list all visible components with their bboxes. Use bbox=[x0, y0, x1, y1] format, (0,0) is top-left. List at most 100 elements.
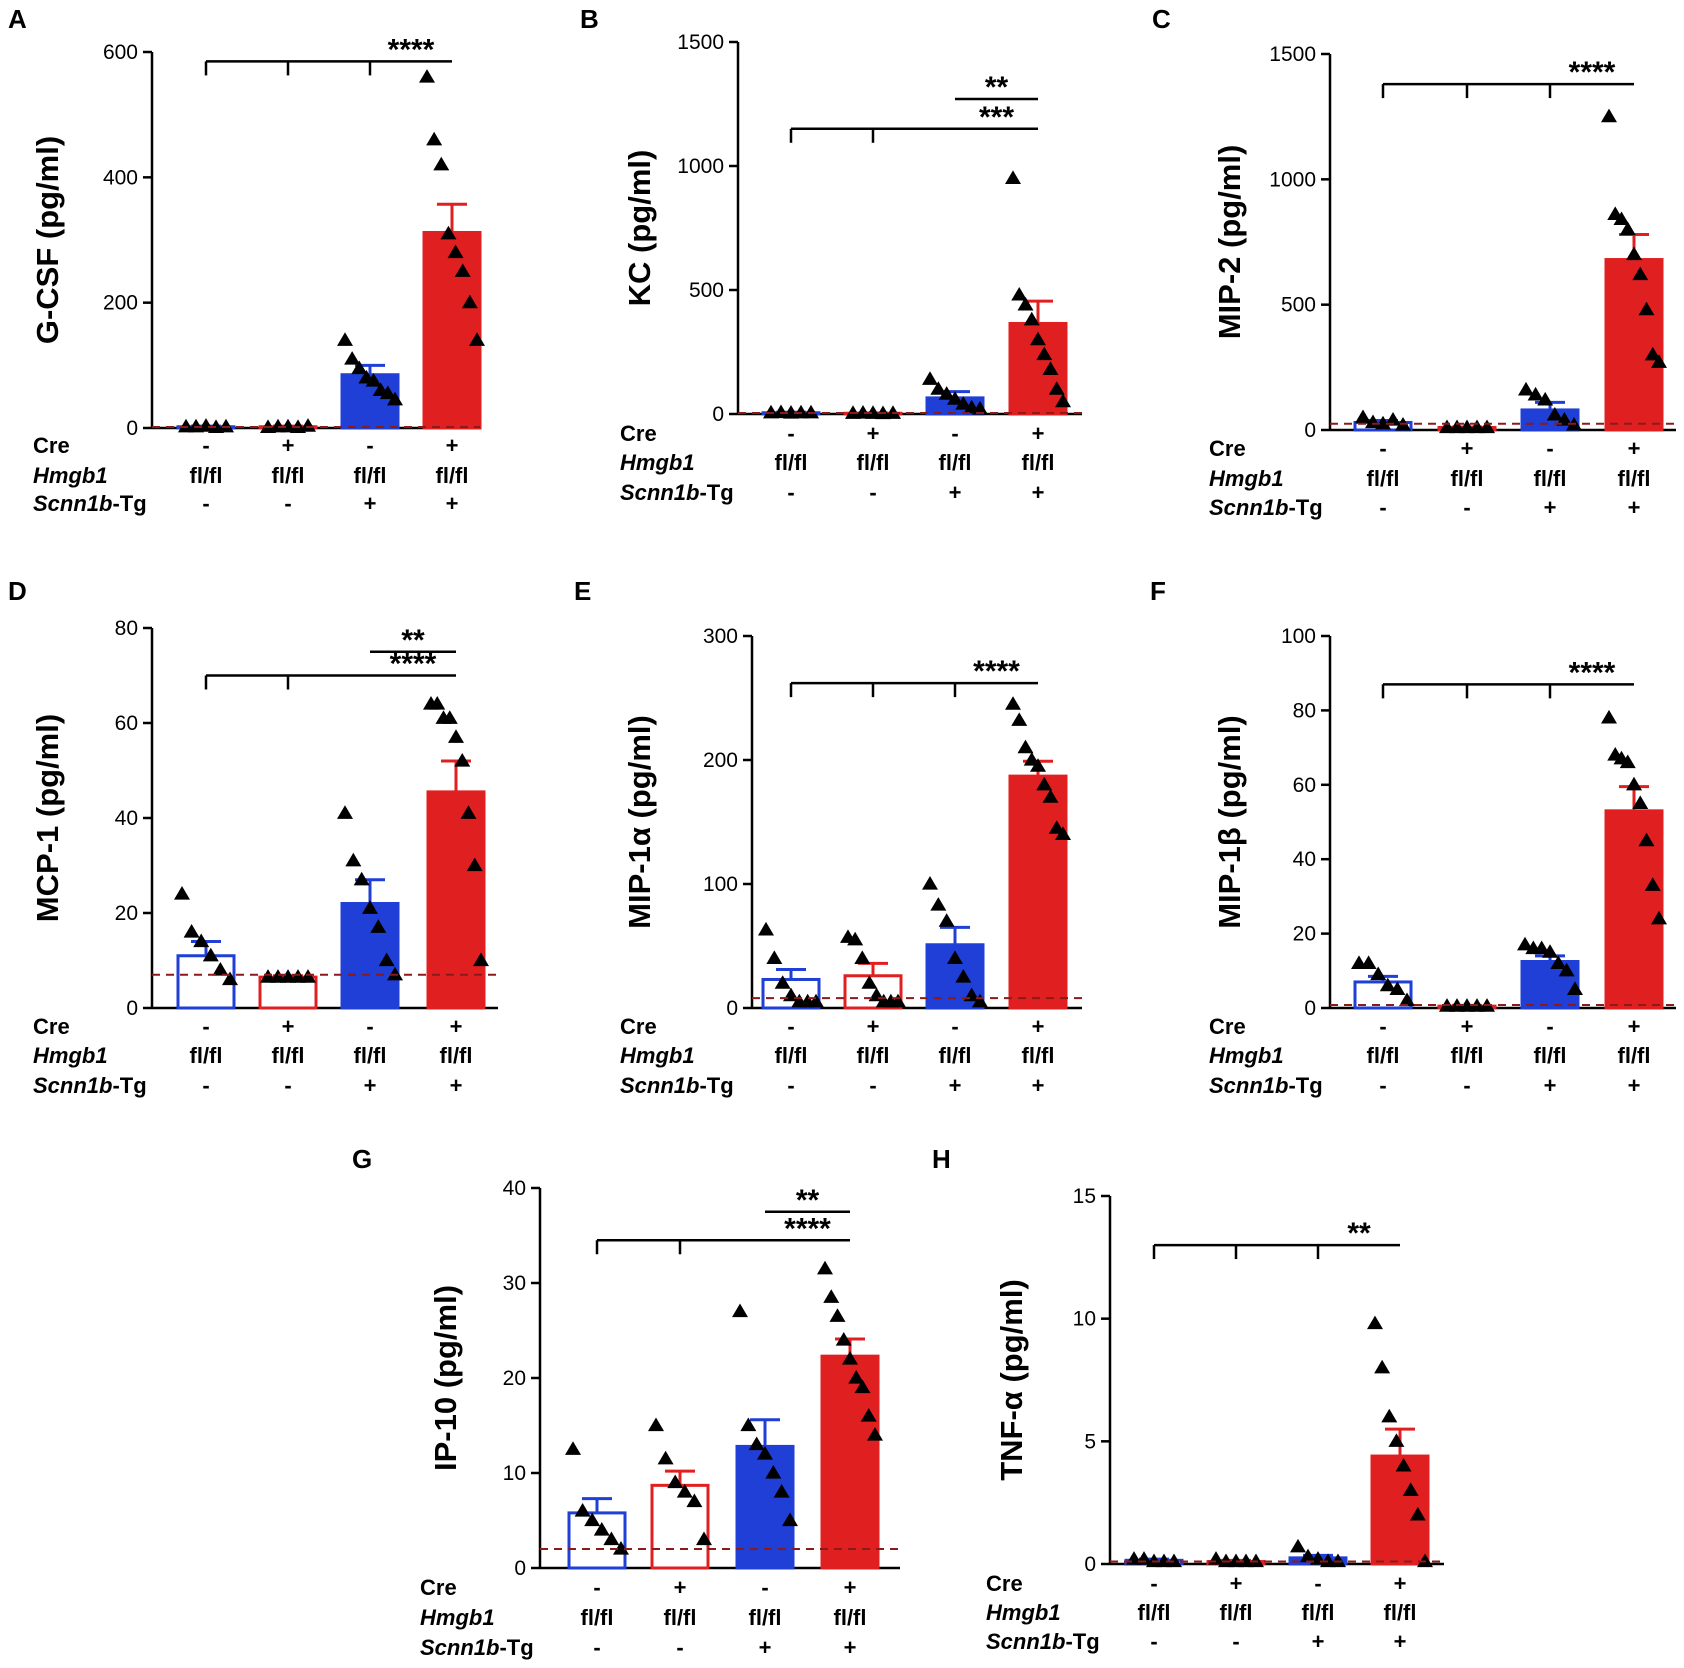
y-tick-label: 15 bbox=[1073, 1185, 1096, 1208]
data-point bbox=[212, 962, 229, 976]
data-point bbox=[854, 950, 871, 964]
y-tick-label: 1000 bbox=[1269, 168, 1316, 191]
data-point bbox=[848, 1370, 865, 1384]
condition-value-cre: - bbox=[366, 433, 373, 458]
condition-value-cre: - bbox=[951, 421, 958, 446]
data-point bbox=[676, 1484, 693, 1498]
condition-value-tg: + bbox=[1544, 1073, 1557, 1098]
row-title-cre: Cre bbox=[1209, 436, 1246, 461]
significance-label: **** bbox=[388, 33, 435, 66]
data-point bbox=[365, 373, 382, 387]
data-point bbox=[782, 1512, 798, 1527]
condition-value-hmgb1: fl/fl bbox=[436, 463, 469, 488]
data-point bbox=[419, 69, 435, 83]
condition-value-hmgb1: fl/fl bbox=[354, 1043, 387, 1068]
row-title-tg: Scnn1b-Tg bbox=[620, 480, 734, 505]
row-title-cre: Cre bbox=[1209, 1014, 1246, 1039]
y-tick-label: 1500 bbox=[1269, 43, 1316, 66]
data-point bbox=[1632, 795, 1649, 809]
condition-value-tg: - bbox=[1232, 1629, 1239, 1654]
data-point bbox=[1005, 696, 1021, 710]
data-point bbox=[855, 405, 871, 419]
significance-label: ** bbox=[1347, 1217, 1371, 1250]
condition-value-hmgb1: fl/fl bbox=[1220, 1600, 1253, 1625]
chart-panel-f: F MIP-1β (pg/ml) 0 20 40 60 80 100 **** Cre Hmgb1 S… bbox=[1150, 576, 1676, 1098]
condition-value-hmgb1: fl/fl bbox=[1534, 466, 1567, 491]
data-point bbox=[290, 969, 306, 983]
data-point bbox=[1375, 415, 1391, 430]
data-point bbox=[1518, 381, 1534, 396]
condition-value-tg: + bbox=[1312, 1629, 1325, 1654]
row-title-cre: Cre bbox=[620, 1014, 657, 1039]
condition-value-hmgb1: fl/fl bbox=[440, 1043, 473, 1068]
row-title-cre: Cre bbox=[986, 1571, 1023, 1596]
y-tick-label: 500 bbox=[1281, 294, 1316, 317]
data-point bbox=[1379, 977, 1396, 992]
condition-value-cre: + bbox=[446, 433, 459, 458]
condition-value-tg: + bbox=[759, 1635, 772, 1660]
data-point bbox=[1011, 712, 1028, 726]
data-point bbox=[686, 1493, 703, 1508]
data-point bbox=[603, 1531, 620, 1546]
condition-value-hmgb1: fl/fl bbox=[1534, 1043, 1567, 1068]
data-point bbox=[1417, 1553, 1433, 1568]
bar-group-4 bbox=[820, 1354, 880, 1570]
data-point bbox=[1619, 754, 1636, 769]
condition-value-hmgb1: fl/fl bbox=[190, 1043, 223, 1068]
data-point bbox=[1055, 826, 1071, 840]
row-title-tg-gene: Scnn1b bbox=[1209, 495, 1288, 520]
condition-value-tg: - bbox=[787, 1073, 794, 1098]
data-point bbox=[1550, 955, 1567, 969]
condition-value-cre: - bbox=[1150, 1571, 1157, 1596]
data-point bbox=[1218, 1553, 1234, 1568]
panel-letter: F bbox=[1150, 576, 1166, 606]
data-point bbox=[473, 952, 489, 967]
condition-value-hmgb1: fl/fl bbox=[1384, 1600, 1417, 1625]
row-title-tg-suffix: -Tg bbox=[699, 480, 733, 505]
data-point bbox=[387, 391, 403, 406]
data-point bbox=[1644, 346, 1661, 361]
row-title-hmgb1: Hmgb1 bbox=[1209, 466, 1284, 491]
condition-value-tg: + bbox=[1394, 1629, 1407, 1654]
row-title-cre: Cre bbox=[33, 433, 70, 458]
data-point bbox=[1601, 709, 1617, 724]
data-point bbox=[174, 886, 190, 900]
condition-value-tg: - bbox=[1463, 1073, 1470, 1098]
data-point bbox=[1601, 108, 1617, 123]
condition-value-cre: + bbox=[1628, 436, 1641, 461]
condition-value-cre: - bbox=[951, 1014, 958, 1039]
data-point bbox=[461, 294, 478, 309]
data-point bbox=[1156, 1553, 1172, 1568]
row-title-tg-gene: Scnn1b bbox=[986, 1629, 1065, 1654]
data-point bbox=[440, 225, 457, 240]
bar-group-4 bbox=[1604, 258, 1664, 432]
data-point bbox=[584, 1512, 601, 1527]
y-tick-label: 0 bbox=[126, 417, 138, 440]
data-point bbox=[890, 993, 906, 1008]
data-point bbox=[1023, 311, 1040, 326]
data-point bbox=[202, 947, 219, 962]
y-tick-label: 80 bbox=[1293, 699, 1316, 722]
data-point bbox=[860, 1408, 877, 1422]
panel-letter: D bbox=[8, 576, 27, 606]
y-tick-label: 10 bbox=[503, 1462, 526, 1485]
data-point bbox=[429, 696, 446, 710]
condition-value-hmgb1: fl/fl bbox=[1302, 1600, 1335, 1625]
condition-value-tg: - bbox=[1150, 1629, 1157, 1654]
data-point bbox=[854, 1379, 871, 1394]
y-tick-label: 60 bbox=[115, 712, 138, 735]
condition-value-cre: - bbox=[593, 1575, 600, 1600]
panel-letter: H bbox=[932, 1144, 951, 1174]
condition-value-cre: + bbox=[844, 1575, 857, 1600]
y-tick-label: 20 bbox=[1293, 923, 1316, 946]
data-point bbox=[345, 852, 362, 867]
data-point bbox=[803, 404, 819, 419]
data-point bbox=[1651, 910, 1667, 925]
y-tick-label: 300 bbox=[703, 625, 738, 648]
data-point bbox=[930, 897, 947, 911]
row-title-tg-suffix: -Tg bbox=[499, 1635, 533, 1660]
data-point bbox=[270, 969, 286, 983]
data-point bbox=[930, 381, 947, 395]
